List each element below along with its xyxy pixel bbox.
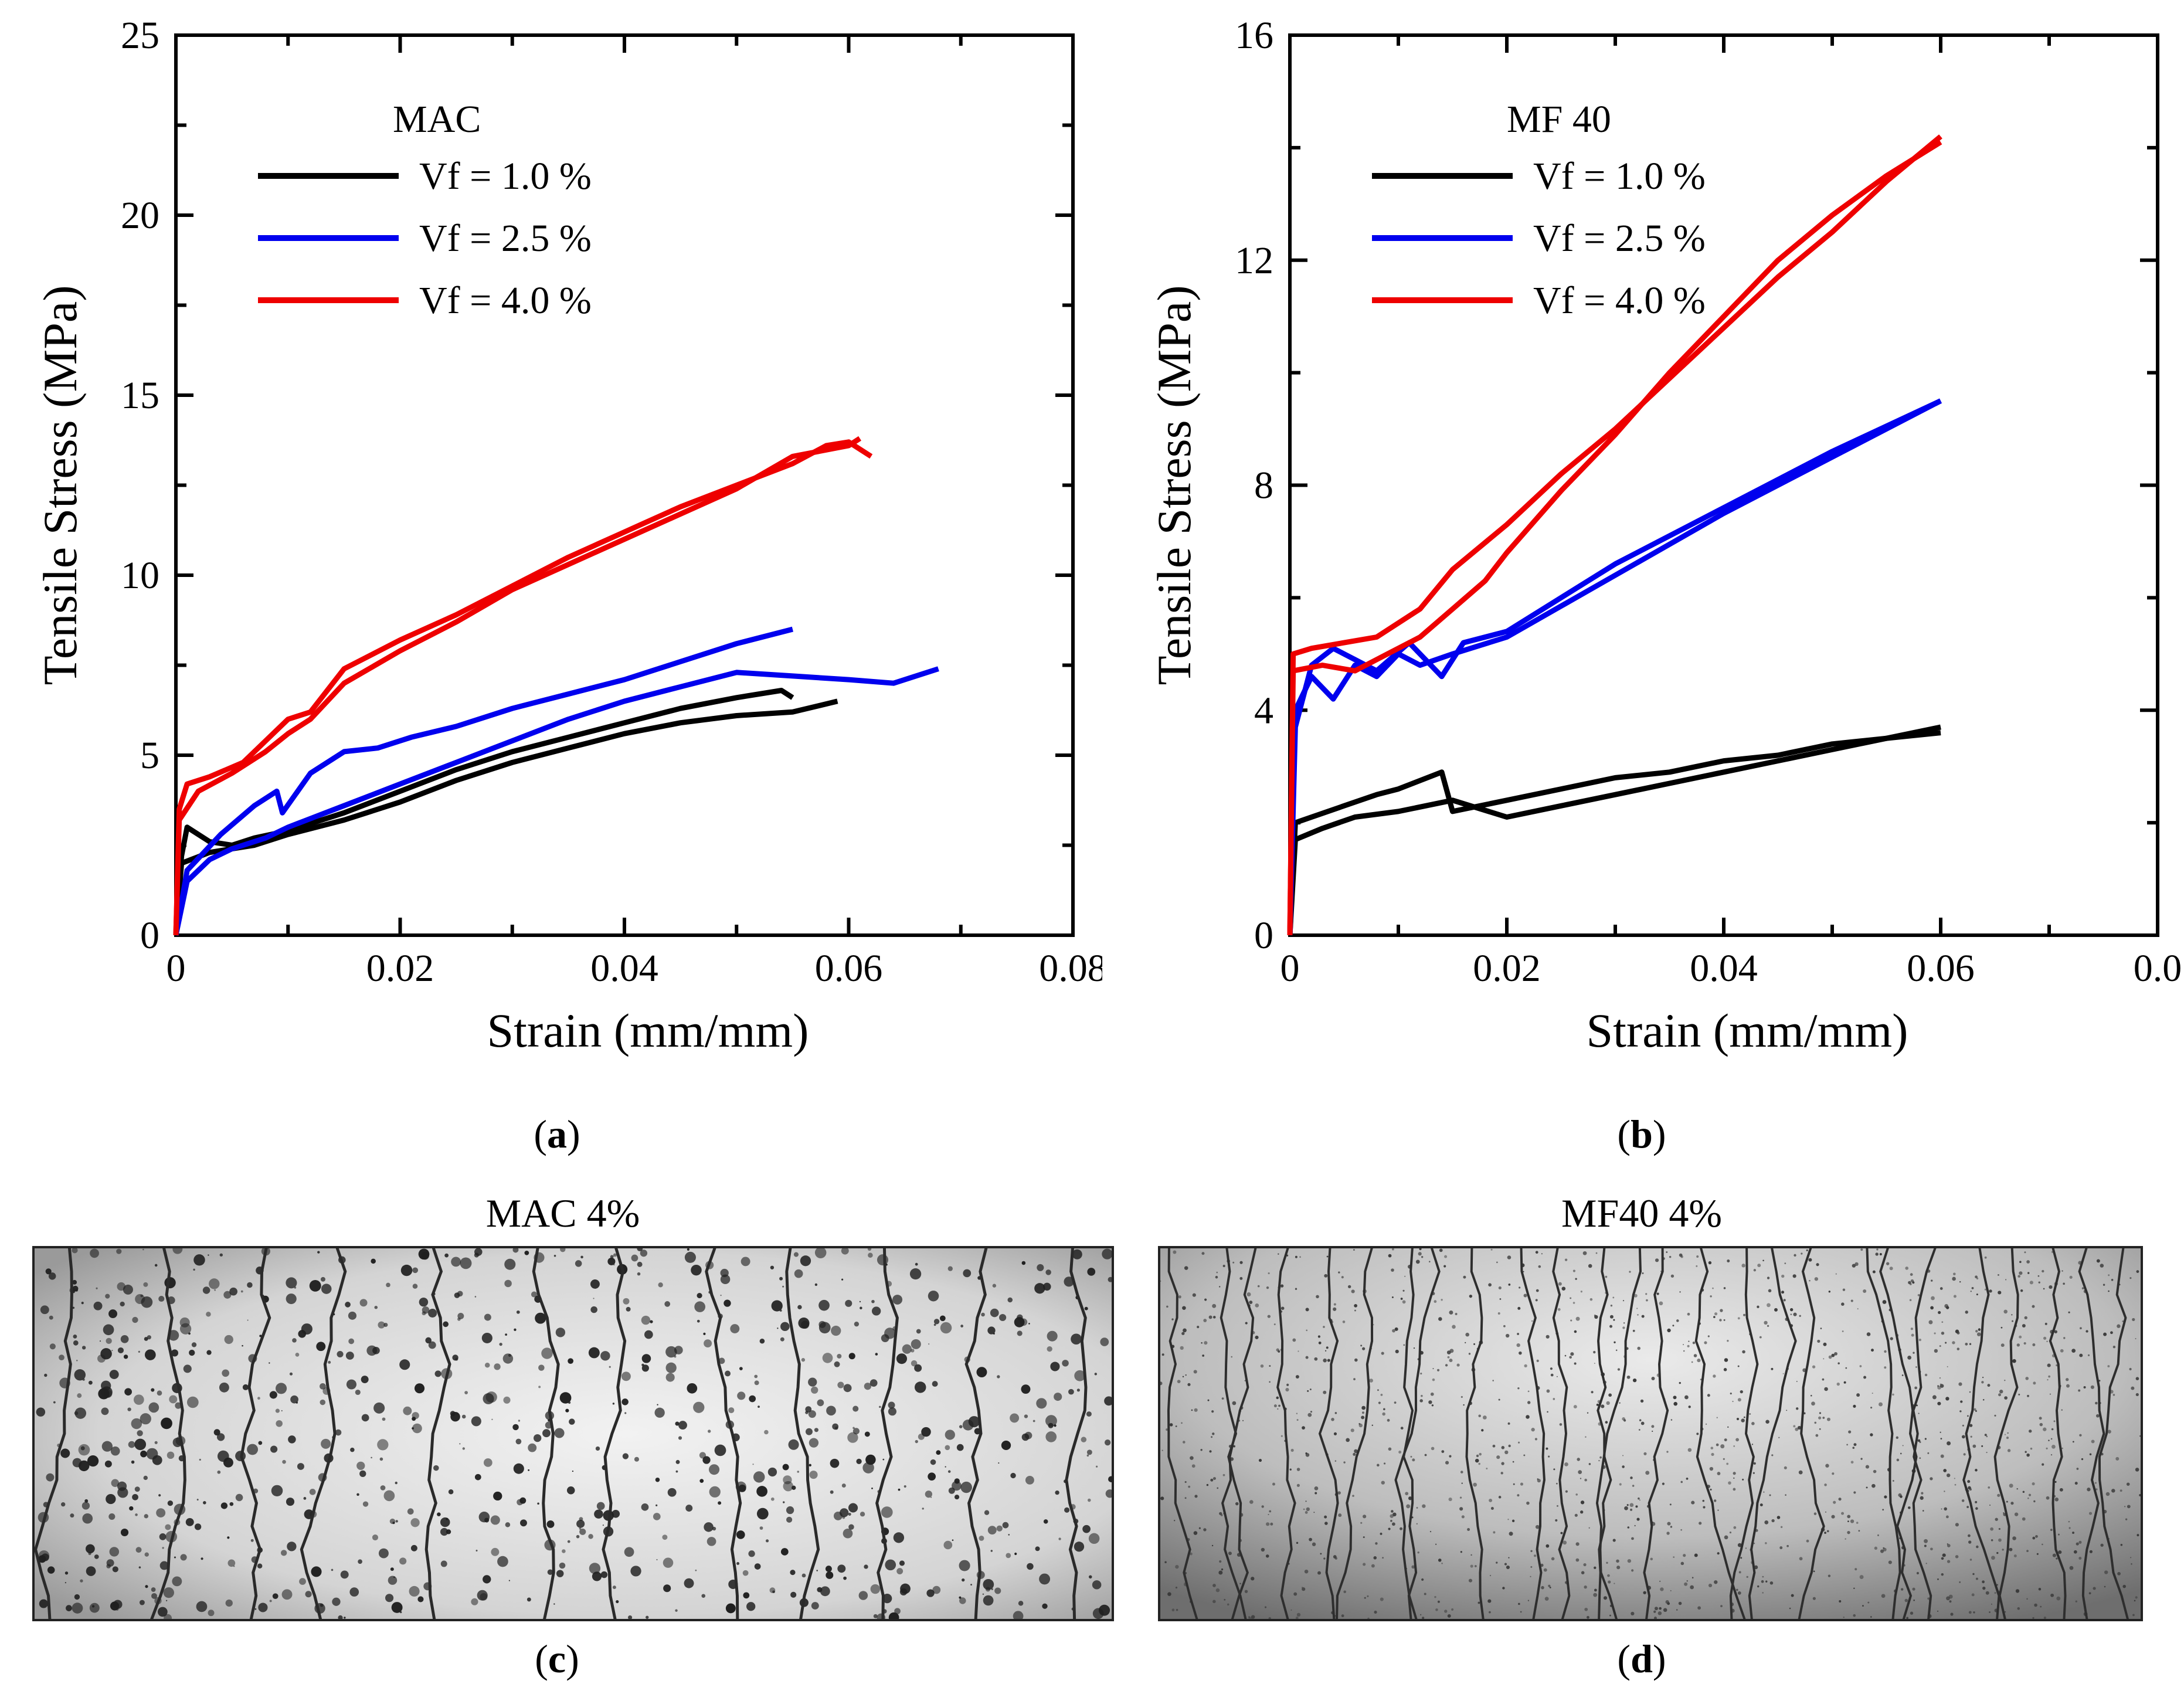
series-line-2	[173, 436, 862, 936]
photo-mac-cracking	[32, 1246, 1114, 1621]
y-tick-label: 25	[121, 14, 159, 57]
y-tick-label: 8	[1254, 464, 1273, 507]
series-line-1	[1287, 398, 1942, 936]
x-tick-label: 0.04	[590, 947, 658, 990]
x-axis-label: Strain (mm/mm)	[487, 1004, 809, 1057]
chart-b: 0 4 8 12 16 0 0.02 0.04 0.06 0.0 Strain (mm/mm) Ten…	[1147, 14, 2182, 1057]
y-tick-label: 12	[1235, 239, 1273, 282]
series-line-1	[173, 626, 794, 936]
series-line-1	[1287, 398, 1942, 936]
y-axis-label: Tensile Stress (MPa)	[1147, 285, 1201, 685]
caption-d: (d)	[1617, 1637, 1666, 1681]
y-tick-label: 15	[121, 374, 159, 417]
plot-frame	[174, 33, 1075, 937]
x-tick-label: 0.0	[2134, 947, 2182, 990]
series-line-2	[1287, 134, 1942, 936]
y-tick-label: 0	[1254, 914, 1273, 957]
series-line-0	[1287, 730, 1941, 936]
series-line-2	[173, 439, 873, 936]
legend-label-2: Vf = 4.0 %	[419, 279, 592, 322]
x-tick-label: 0	[167, 947, 186, 990]
y-tick-label: 20	[121, 194, 159, 237]
photo-d-title: MF40 4%	[1561, 1191, 1722, 1235]
y-tick-label: 16	[1235, 14, 1273, 57]
legend-title: MF 40	[1507, 98, 1611, 141]
x-tick-label: 0.06	[1907, 947, 1975, 990]
x-tick-label: 0.06	[815, 947, 883, 990]
caption-a: (a)	[534, 1112, 580, 1156]
plot-frame	[1288, 33, 2159, 937]
caption-b: (b)	[1617, 1112, 1666, 1156]
legend-label-0: Vf = 1.0 %	[1533, 155, 1706, 198]
chart-a: 0 5 10 15 20 25 0 0.02 0.04 0.06 0.08 Strain (mm/mm…	[33, 14, 1102, 1057]
series-line-2	[1287, 140, 1942, 936]
legend-label-1: Vf = 2.5 %	[1533, 217, 1706, 260]
legend-label-0: Vf = 1.0 %	[419, 155, 592, 198]
photo-mf40-cracking	[1158, 1246, 2143, 1621]
x-tick-label: 0.04	[1690, 947, 1758, 990]
x-tick-label: 0.02	[1473, 947, 1541, 990]
y-tick-label: 4	[1254, 689, 1273, 732]
series-line-0	[173, 688, 794, 936]
y-tick-label: 0	[140, 914, 159, 957]
x-tick-label: 0	[1280, 947, 1300, 990]
y-axis-label: Tensile Stress (MPa)	[33, 285, 87, 685]
x-axis-label: Strain (mm/mm)	[1587, 1004, 1908, 1057]
series-line-0	[1287, 724, 1941, 936]
y-tick-label: 10	[121, 554, 159, 597]
legend-label-2: Vf = 4.0 %	[1533, 279, 1706, 322]
photo-c-title: MAC 4%	[485, 1191, 640, 1235]
y-tick-label: 5	[140, 734, 159, 777]
series-line-0	[173, 698, 838, 936]
legend-label-1: Vf = 2.5 %	[419, 217, 592, 260]
x-tick-label: 0.08	[1039, 947, 1102, 990]
legend-title: MAC	[393, 98, 481, 141]
caption-c: (c)	[535, 1637, 579, 1681]
series-line-1	[173, 666, 939, 936]
x-tick-label: 0.02	[366, 947, 434, 990]
